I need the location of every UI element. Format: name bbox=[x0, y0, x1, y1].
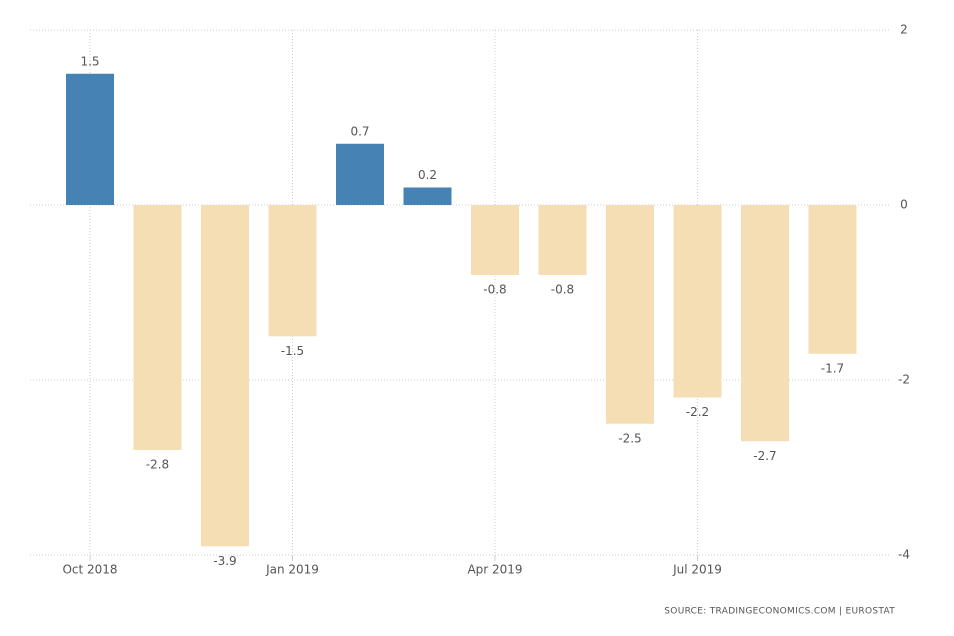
bar bbox=[66, 73, 114, 205]
data-label: -1.7 bbox=[821, 361, 844, 375]
bar bbox=[268, 205, 317, 337]
bar bbox=[201, 205, 249, 547]
data-label: -1.5 bbox=[281, 344, 304, 358]
data-label: -0.8 bbox=[551, 283, 574, 297]
data-label: 1.5 bbox=[80, 54, 99, 68]
data-label: -2.8 bbox=[146, 458, 169, 472]
bar bbox=[133, 205, 182, 450]
x-tick-label: Apr 2019 bbox=[467, 563, 522, 577]
y-tick-label: -4 bbox=[898, 548, 910, 562]
source: SOURCE: TRADINGECONOMICS.COM | EUROSTAT bbox=[664, 607, 895, 617]
data-label: 0.2 bbox=[418, 168, 437, 182]
data-label: -0.8 bbox=[483, 283, 506, 297]
y-tick-label: 2 bbox=[900, 23, 908, 37]
bar bbox=[471, 205, 519, 275]
bar bbox=[808, 205, 857, 354]
bar bbox=[741, 205, 789, 442]
x-tick-label: Oct 2018 bbox=[62, 563, 117, 577]
data-label: -2.7 bbox=[753, 449, 776, 463]
x-tick-label: Jan 2019 bbox=[265, 563, 319, 577]
bar bbox=[673, 205, 722, 398]
data-label: -3.9 bbox=[213, 554, 236, 568]
bar bbox=[403, 187, 452, 205]
bar bbox=[606, 205, 654, 424]
bar bbox=[336, 143, 384, 205]
bar bbox=[538, 205, 587, 275]
data-label: -2.5 bbox=[618, 431, 641, 445]
y-tick-label: -2 bbox=[898, 373, 910, 387]
data-label: 0.7 bbox=[350, 124, 369, 138]
data-label: -2.2 bbox=[686, 405, 709, 419]
x-tick-label: Jul 2019 bbox=[672, 563, 722, 577]
y-tick-label: 0 bbox=[900, 198, 908, 212]
